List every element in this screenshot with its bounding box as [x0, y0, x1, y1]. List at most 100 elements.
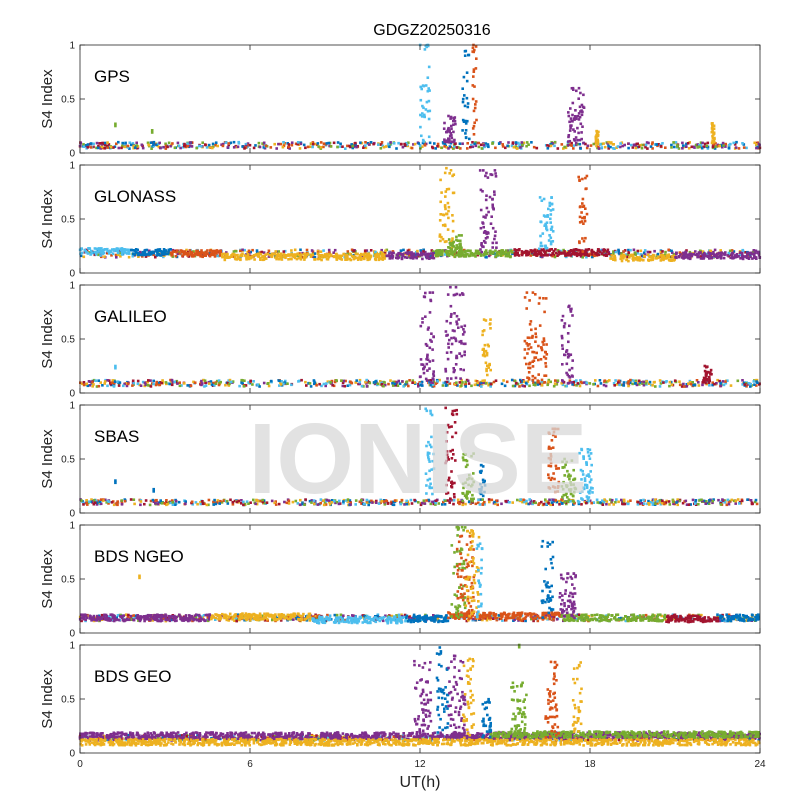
data-point [93, 250, 97, 254]
data-point [161, 379, 164, 382]
data-point [447, 246, 450, 249]
data-point [580, 497, 583, 500]
data-point [547, 447, 551, 450]
data-point [463, 494, 467, 497]
data-point [383, 503, 387, 506]
data-point [668, 503, 672, 506]
data-point [708, 375, 711, 379]
data-point [404, 251, 408, 255]
data-point [710, 130, 714, 134]
data-point [459, 239, 462, 243]
data-point [394, 380, 397, 384]
y-tick-label: 0 [69, 149, 75, 160]
data-point [489, 318, 492, 321]
data-point [301, 251, 304, 255]
data-point [532, 253, 536, 256]
data-point [386, 501, 390, 505]
data-point [254, 502, 257, 506]
data-point [365, 378, 368, 382]
data-point [200, 145, 203, 148]
data-point [114, 253, 118, 257]
data-point [116, 500, 119, 503]
data-point [649, 145, 653, 148]
data-point [423, 365, 426, 369]
data-point [574, 248, 578, 251]
data-point [552, 249, 555, 253]
data-point [186, 384, 189, 387]
data-point [622, 381, 626, 384]
data-point [691, 381, 694, 384]
data-point [331, 383, 334, 387]
data-point [490, 251, 494, 254]
data-point [96, 501, 99, 504]
data-point [507, 254, 510, 257]
data-point [316, 257, 320, 261]
data-point [623, 143, 626, 147]
data-point [453, 138, 456, 142]
data-point [388, 252, 391, 255]
data-point [561, 502, 564, 505]
data-point [500, 502, 503, 506]
data-point [471, 50, 474, 53]
data-point [154, 383, 158, 387]
data-point [99, 147, 102, 150]
data-point [516, 382, 520, 386]
data-point [274, 503, 278, 506]
data-point [428, 311, 432, 314]
data-point [212, 249, 215, 253]
data-point [143, 381, 147, 385]
data-point [397, 256, 400, 259]
data-point [243, 379, 246, 382]
data-point [139, 384, 143, 387]
data-point [262, 143, 266, 146]
data-point [632, 143, 636, 147]
data-point [419, 251, 423, 255]
data-point [554, 490, 557, 494]
data-point [113, 380, 117, 383]
data-point [344, 258, 347, 261]
data-point [546, 383, 549, 387]
data-point [366, 256, 369, 260]
data-point [533, 356, 536, 359]
data-point [424, 407, 427, 411]
data-point [585, 253, 588, 256]
data-point [377, 143, 380, 146]
data-point [566, 495, 569, 499]
data-point [318, 254, 322, 257]
data-point [446, 423, 450, 427]
data-point [305, 384, 308, 387]
data-point [293, 248, 297, 252]
data-point [421, 104, 424, 108]
data-point [420, 501, 424, 505]
data-point [460, 378, 463, 382]
data-point [570, 381, 573, 384]
data-point [479, 492, 483, 496]
data-point [92, 502, 96, 506]
data-point [754, 378, 758, 382]
data-point [97, 379, 100, 382]
data-point [473, 142, 476, 146]
data-point [551, 230, 555, 233]
data-point [169, 144, 172, 148]
data-point [312, 499, 316, 502]
data-point [428, 485, 431, 488]
data-point [442, 127, 446, 130]
data-point [719, 382, 722, 385]
data-point [422, 106, 425, 110]
data-point [573, 490, 576, 494]
data-point [443, 138, 446, 141]
data-point [141, 253, 145, 256]
data-point [561, 487, 565, 491]
data-point [400, 253, 403, 256]
data-point [553, 486, 557, 489]
data-point [457, 253, 460, 257]
data-point [665, 380, 668, 383]
data-point [596, 141, 599, 144]
data-point [752, 380, 756, 383]
data-point [612, 143, 615, 146]
data-point [100, 247, 103, 250]
data-point [461, 253, 464, 256]
data-point [261, 500, 265, 504]
data-point [225, 499, 229, 503]
data-point [659, 144, 663, 148]
